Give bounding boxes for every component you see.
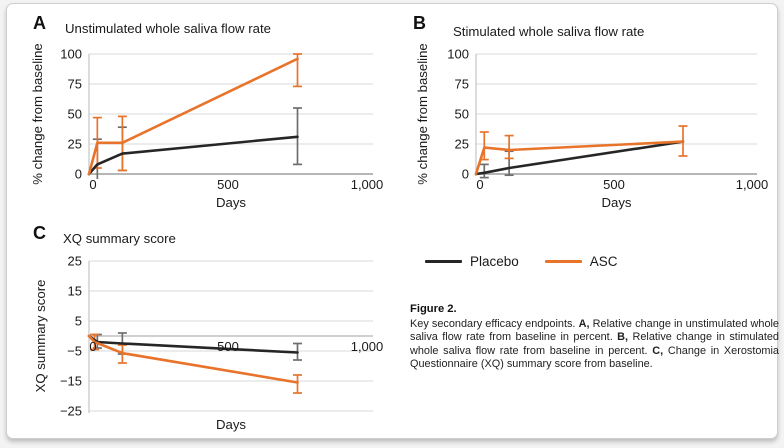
panel-C-letter: C: [33, 223, 46, 243]
y-tick-labels: 0 25 50 75 100: [60, 47, 82, 182]
chart-B-svg: 0 25 50 75 100 0 500 1,000 Days % change from bas…: [415, 43, 768, 210]
x-tick-labels: 0 500 1,000: [89, 339, 383, 354]
panel-B-letter: B: [413, 13, 426, 33]
caption-body: Key secondary efficacy endpoints. A, Rel…: [410, 318, 779, 372]
caption-segment: Relative change in unstimulated whole sa…: [410, 318, 779, 344]
caption-segment: C,: [652, 344, 664, 357]
x-axis-label: Days: [216, 417, 246, 432]
panel-A-letter: A: [33, 13, 46, 33]
figure-caption: Figure 2. Key secondary efficacy endpoin…: [410, 303, 779, 372]
y-tick-label: 5: [75, 314, 82, 329]
x-tick-label: 1,000: [351, 339, 384, 354]
x-tick-labels: 0 500 1,000: [89, 177, 383, 192]
legend-line-asc: [544, 260, 582, 263]
caption-segment: Relative change in stimulated whole sali…: [410, 331, 779, 357]
caption-segment: Change in Xerostomia Questionnaire (XQ) …: [410, 344, 779, 371]
gridlines: [89, 53, 373, 175]
y-tick-label: 25: [68, 137, 82, 152]
x-tick-label: 500: [603, 177, 625, 192]
y-axis-label: % change from baseline: [30, 43, 45, 184]
y-tick-labels: 25 15 5 −5 −15 −25: [60, 254, 82, 419]
series-Placebo-line: [87, 334, 299, 354]
caption-segment: B,: [617, 331, 629, 344]
series-Placebo-line: [87, 135, 299, 176]
x-tick-label: 0: [476, 177, 483, 192]
plot-area: [87, 332, 302, 394]
series-Placebo-error-bars: [92, 107, 302, 179]
y-axis-label: XQ summary score: [33, 280, 48, 393]
y-tick-label: 50: [68, 107, 82, 122]
gridlines: [476, 53, 757, 175]
caption-title: Figure 2.: [410, 303, 457, 315]
plot-area: [474, 125, 688, 179]
x-tick-label: 500: [217, 177, 239, 192]
x-tick-label: 1,000: [351, 177, 384, 192]
legend-line-placebo: [425, 260, 462, 263]
panel-C-title: XQ summary score: [63, 231, 176, 246]
gridlines: [89, 260, 373, 412]
panel-B: B Stimulated whole saliva flow rate 0 25 5…: [401, 9, 773, 221]
x-axis-label: Days: [216, 195, 246, 210]
legend-item-asc: ASC: [544, 254, 618, 269]
panel-B-title: Stimulated whole saliva flow rate: [453, 24, 645, 39]
x-tick-label: 0: [89, 339, 96, 354]
series-Placebo-line: [474, 140, 685, 176]
y-tick-label: 50: [455, 107, 469, 122]
chart-C-svg: 25 15 5 −5 −15 −25 0 500 1,000 Days XQ summary sco…: [33, 254, 383, 433]
y-tick-label: −15: [60, 374, 82, 389]
legend-label-placebo: Placebo: [470, 254, 519, 269]
y-tick-label: 75: [455, 77, 469, 92]
chart-legend: Placebo ASC: [425, 254, 618, 269]
y-axis-label: % change from baseline: [415, 43, 430, 184]
chart-A-svg: 0 25 50 75 100 0 500 1,000 Days % change from bas…: [30, 43, 383, 210]
y-tick-label: 100: [60, 47, 82, 62]
x-tick-label: 500: [217, 339, 239, 354]
legend-label-asc: ASC: [589, 254, 618, 269]
y-tick-label: 75: [68, 77, 82, 92]
y-tick-label: 0: [75, 167, 82, 182]
x-tick-label: 0: [89, 177, 96, 192]
caption-segment: A,: [578, 318, 590, 330]
y-tick-label: −5: [67, 344, 82, 359]
x-tick-labels: 0 500 1,000: [476, 177, 768, 192]
y-tick-label: 25: [68, 254, 82, 269]
legend-item-placebo: Placebo: [425, 254, 519, 269]
plot-area: [87, 53, 302, 179]
y-tick-label: 100: [447, 47, 469, 62]
y-tick-label: 25: [455, 137, 469, 152]
y-tick-labels: 0 25 50 75 100: [447, 47, 469, 182]
x-axis-label: Days: [601, 195, 631, 210]
x-tick-label: 1,000: [736, 177, 769, 192]
panel-A: A Unstimulated whole saliva flow rate 0 2…: [21, 9, 393, 221]
y-tick-label: 0: [462, 167, 469, 182]
y-tick-label: 15: [68, 284, 82, 299]
series-ASC-line: [87, 57, 299, 176]
series-ASC-line: [87, 334, 299, 384]
series-ASC-line: [474, 140, 685, 176]
panel-C: C XQ summary score 25 15 5 −5 −15 −25 0 500 1,00…: [21, 219, 393, 437]
caption-segment: Key secondary efficacy endpoints.: [410, 318, 579, 330]
panel-A-title: Unstimulated whole saliva flow rate: [65, 21, 271, 36]
y-tick-label: −25: [60, 404, 82, 419]
